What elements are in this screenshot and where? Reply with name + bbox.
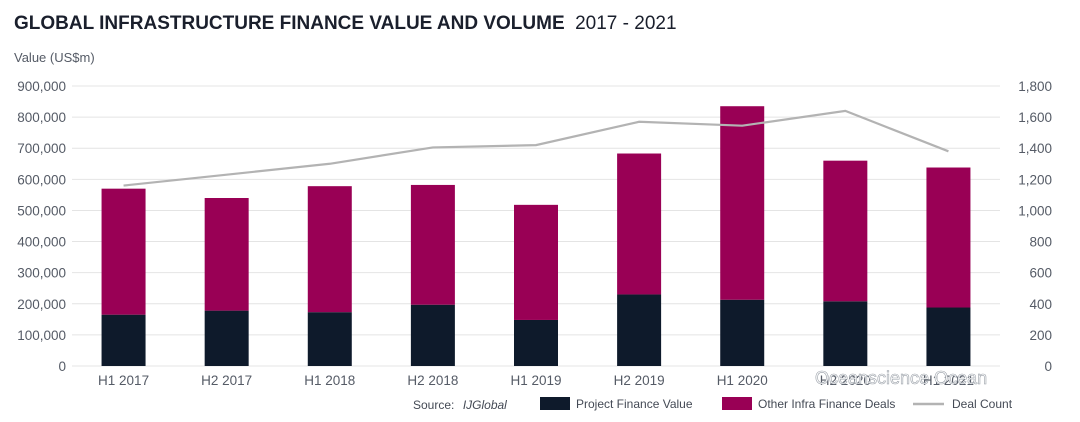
x-tick-label: H1 2017 (98, 373, 149, 388)
legend-label: Deal Count (952, 397, 1013, 411)
y-tick-label: 200,000 (17, 297, 66, 312)
y-tick-label: 300,000 (17, 266, 66, 281)
x-tick-label: H2 2018 (407, 373, 458, 388)
y2-tick-label: 1,200 (1018, 172, 1052, 187)
bar-other-infra (101, 188, 146, 315)
y-tick-label: 700,000 (17, 141, 66, 156)
source-label: Source: (413, 398, 454, 412)
bar-other-infra (307, 186, 352, 313)
x-axis-ticks: H1 2017 H2 2017 H1 2018 H2 2018 H1 2019 H2 20… (98, 373, 974, 388)
x-tick-label: H2 2017 (201, 373, 252, 388)
bar-other-infra (926, 167, 971, 308)
bars (101, 106, 971, 366)
bar-other-infra (410, 184, 455, 305)
x-tick-label: H1 2020 (717, 373, 768, 388)
chart-title-line: GLOBAL INFRASTRUCTURE FINANCE VALUE AND … (14, 13, 677, 34)
y-tick-label: 100,000 (17, 328, 66, 343)
bar-project-finance (101, 314, 146, 366)
x-tick-label: H2 2019 (614, 373, 665, 388)
y2-tick-label: 800 (1029, 235, 1052, 250)
y2-tick-label: 0 (1044, 359, 1052, 374)
bar-project-finance (514, 319, 558, 366)
bar-other-infra (617, 153, 662, 295)
bar-other-infra (204, 198, 249, 311)
legend-swatch (722, 397, 752, 410)
watermark-text: Oceanscience Ocean (815, 368, 987, 388)
bar-project-finance (204, 310, 249, 366)
y-axis-ticks: 0 100,000 200,000 300,000 400,000 500,000 600,… (17, 79, 66, 374)
y2-tick-label: 1,400 (1018, 141, 1052, 156)
x-tick-label: H1 2021 (923, 373, 974, 388)
y2-tick-label: 400 (1029, 297, 1052, 312)
bar-project-finance (720, 299, 765, 366)
x-tick-label: H1 2019 (510, 373, 561, 388)
y2-axis-ticks: 0 200 400 600 800 1,000 1,200 1,400 1,600 1,800 (1018, 79, 1052, 374)
y2-tick-label: 1,000 (1018, 203, 1052, 218)
y-tick-label: 500,000 (17, 203, 66, 218)
legend-label: Other Infra Finance Deals (758, 397, 895, 411)
x-tick-label: H1 2018 (304, 373, 355, 388)
deal-count-line (123, 109, 949, 187)
bar-other-infra (823, 160, 868, 302)
bar-project-finance (410, 304, 455, 366)
y-tick-label: 600,000 (17, 172, 66, 187)
y2-tick-label: 200 (1029, 328, 1052, 343)
x-tick-label: H2 2020 (820, 373, 871, 388)
y-tick-label: 0 (58, 359, 66, 374)
footer: Source: IJGlobal Project Finance Value Ot… (413, 396, 1013, 413)
bar-project-finance (926, 307, 971, 366)
y-tick-label: 900,000 (17, 79, 66, 94)
bar-project-finance (823, 301, 868, 366)
bar-project-finance (307, 312, 352, 366)
y2-tick-label: 1,800 (1018, 79, 1052, 94)
legend-label: Project Finance Value (576, 397, 693, 411)
y-axis-label: Value (US$m) (14, 50, 95, 65)
y-tick-label: 800,000 (17, 110, 66, 125)
legend: Project Finance Value Other Infra Finance… (540, 397, 1013, 411)
bar-project-finance (617, 294, 662, 366)
chart-subtitle: 2017 - 2021 (575, 13, 676, 34)
y2-tick-label: 1,600 (1018, 110, 1052, 125)
source-name: IJGlobal (463, 398, 507, 412)
bar-other-infra (720, 106, 765, 300)
chart-title: GLOBAL INFRASTRUCTURE FINANCE VALUE AND … (14, 13, 565, 34)
bar-other-infra (514, 204, 558, 320)
y-tick-label: 400,000 (17, 235, 66, 250)
source-line: Source: IJGlobal (413, 396, 507, 413)
legend-swatch (540, 397, 570, 410)
y2-tick-label: 600 (1029, 266, 1052, 281)
